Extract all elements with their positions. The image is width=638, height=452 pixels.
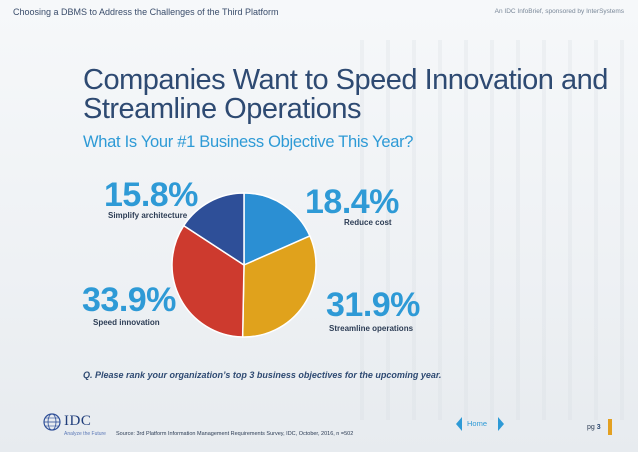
- idc-tagline: Analyze the Future: [64, 431, 106, 437]
- background-columns: [338, 40, 638, 420]
- home-button-label: Home: [467, 419, 488, 428]
- pct-reduce-cost: 18.4%: [305, 183, 399, 221]
- source-note: Source: 3rd Platform Information Managem…: [116, 431, 354, 437]
- page-accent-bar: [608, 419, 612, 435]
- idc-globe-icon: [43, 413, 61, 431]
- label-reduce-cost: Reduce cost: [344, 218, 392, 227]
- pct-streamline-operations: 31.9%: [326, 286, 420, 324]
- pct-simplify-architecture: 15.8%: [104, 176, 198, 214]
- label-speed-innovation: Speed innovation: [93, 318, 160, 327]
- page-number: pg 3: [587, 424, 601, 431]
- header-document-title: Choosing a DBMS to Address the Challenge…: [13, 7, 279, 17]
- home-button[interactable]: Home: [455, 414, 505, 434]
- page-prefix: pg: [587, 424, 595, 431]
- label-simplify-architecture: Simplify architecture: [108, 211, 188, 220]
- page-number-value: 3: [596, 424, 601, 431]
- home-button-arrows-icon: [456, 417, 504, 431]
- idc-logo-text: IDC: [64, 413, 92, 429]
- page-subtitle: What Is Your #1 Business Objective This …: [83, 133, 414, 151]
- survey-question: Q. Please rank your organization’s top 3…: [83, 370, 442, 380]
- pie-slices: [171, 192, 317, 338]
- pie-outline: [171, 192, 317, 338]
- header-sponsor-note: An IDC InfoBrief, sponsored by InterSyst…: [494, 8, 624, 15]
- label-streamline-operations: Streamline operations: [329, 324, 414, 333]
- page-title: Companies Want to Speed Innovation and S…: [83, 64, 608, 125]
- pct-speed-innovation: 33.9%: [82, 281, 176, 319]
